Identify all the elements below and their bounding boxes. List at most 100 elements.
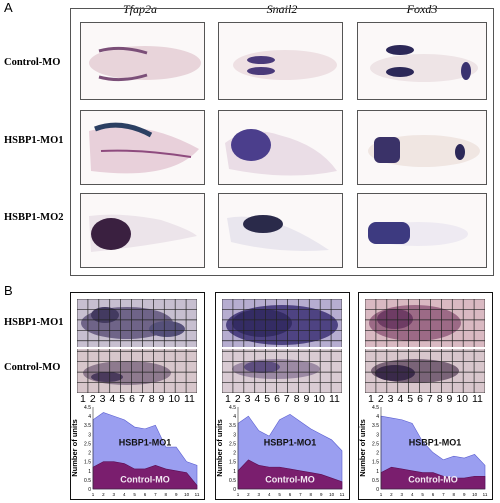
gene-label-tfap2a: Tfap2a [122, 2, 157, 16]
x-tick-label: 10 [472, 492, 478, 497]
column-number: 11 [183, 393, 195, 405]
panel-a-frame [70, 8, 494, 276]
x-tick-label: 5 [421, 492, 424, 497]
y-tick-label: 2 [233, 451, 236, 457]
series-label-control-mo: Control-MO [120, 475, 170, 485]
y-tick-label: 2 [376, 451, 379, 457]
column-number: 3 [99, 393, 106, 405]
y-tick-label: 0 [376, 487, 379, 493]
column-number: 4 [397, 393, 404, 405]
x-tick-label: 3 [401, 492, 404, 497]
x-tick-label: 1 [237, 492, 240, 497]
x-tick-label: 6 [144, 492, 147, 497]
x-tick-label: 8 [453, 492, 456, 497]
y-tick-label: 4.5 [372, 405, 379, 411]
row-label-control-mo: Control-MO [4, 57, 61, 68]
y-tick-label: 2 [88, 451, 91, 457]
column-numbers-foxd3: 1 2 3 4 5 6 7 8 9 10 11 [368, 393, 483, 405]
column-number: 7 [426, 393, 433, 405]
y-tick-label: 2.5 [229, 441, 236, 447]
x-tick-label: 7 [442, 492, 445, 497]
x-tick-label: 3 [113, 492, 116, 497]
x-tick-label: 2 [390, 492, 393, 497]
x-tick-label: 4 [123, 492, 126, 497]
column-number: 10 [313, 393, 325, 405]
column-number: 2 [377, 393, 384, 405]
series-label-control-mo: Control-MO [408, 475, 458, 485]
column-number: 3 [387, 393, 394, 405]
row-label-b-hsbp1-mo1: HSBP1-MO1 [4, 317, 64, 328]
y-tick-label: 4 [376, 414, 379, 420]
row-label-hsbp1-mo2: HSBP1-MO2 [4, 212, 64, 223]
grid-overlay-tfap2a [77, 299, 197, 393]
column-numbers-snail2: 1 2 3 4 5 6 7 8 9 10 11 [225, 393, 340, 405]
y-tick-label: 0 [88, 487, 91, 493]
y-axis-label: Number of units [216, 419, 224, 477]
column-number: 4 [254, 393, 261, 405]
column-number: 11 [471, 393, 483, 405]
column-number: 11 [328, 393, 340, 405]
y-tick-label: 3 [233, 432, 236, 438]
y-tick-label: 3 [88, 432, 91, 438]
grid-image-mo1-tfap2a [77, 299, 197, 347]
column-number: 10 [456, 393, 468, 405]
x-tick-label: 9 [175, 492, 178, 497]
panel-b-letter: B [4, 283, 13, 298]
y-tick-label: 1.5 [84, 460, 91, 466]
column-number: 5 [119, 393, 126, 405]
series-label-control-mo: Control-MO [265, 475, 315, 485]
column-number: 1 [368, 393, 374, 405]
x-tick-label: 5 [278, 492, 281, 497]
column-number: 9 [446, 393, 453, 405]
y-tick-label: 3.5 [229, 423, 236, 429]
column-number: 3 [244, 393, 251, 405]
x-tick-label: 4 [268, 492, 271, 497]
column-number: 8 [436, 393, 443, 405]
column-number: 2 [234, 393, 241, 405]
area-chart-foxd3: Number of units 0 0.5 1 1.5 2 2.5 3 3.5 4 4.5 1 2 3 4 5… [359, 405, 488, 497]
grid-overlay-snail2 [222, 299, 342, 393]
column-number: 10 [168, 393, 180, 405]
strip-separator [222, 347, 342, 349]
series-area-control-mo [237, 459, 343, 490]
y-tick-label: 2.5 [372, 441, 379, 447]
embryo-photo-mo1-snail2 [218, 110, 343, 185]
x-tick-label: 5 [133, 492, 136, 497]
y-tick-label: 4 [233, 414, 236, 420]
y-tick-label: 0.5 [372, 478, 379, 484]
column-number: 4 [109, 393, 116, 405]
x-tick-label: 9 [320, 492, 323, 497]
y-tick-label: 1.5 [229, 460, 236, 466]
column-number: 8 [148, 393, 155, 405]
embryo-photo-mo1-tfap2a [80, 110, 205, 185]
quantification-box-foxd3: 1 2 3 4 5 6 7 8 9 10 11 Number of units 0 0.5 1 1.5 2 2.… [358, 292, 493, 500]
column-number: 1 [225, 393, 231, 405]
column-number: 9 [158, 393, 165, 405]
x-tick-label: 3 [258, 492, 261, 497]
x-tick-label: 11 [195, 492, 200, 497]
y-tick-label: 1.5 [372, 460, 379, 466]
y-tick-label: 3.5 [372, 423, 379, 429]
y-tick-label: 0.5 [229, 478, 236, 484]
gene-label-foxd3: Foxd3 [406, 2, 438, 16]
x-tick-label: 2 [102, 492, 105, 497]
embryo-photo-mo2-snail2 [218, 193, 343, 268]
embryo-photo-mo2-tfap2a [80, 193, 205, 268]
area-chart-tfap2a: Number of units 0 0.5 1 1.5 2 2.5 3 3.5 4 4.5 1 2 3 4 5… [71, 405, 200, 497]
grid-image-control-foxd3 [365, 349, 485, 393]
column-number: 5 [264, 393, 271, 405]
column-number: 7 [283, 393, 290, 405]
column-number: 6 [129, 393, 135, 405]
y-axis-label: Number of units [71, 419, 79, 477]
series-area-control-mo [380, 466, 486, 490]
x-tick-label: 8 [165, 492, 168, 497]
y-tick-label: 0.5 [84, 478, 91, 484]
embryo-photo-mo2-foxd3 [357, 193, 487, 268]
column-number: 9 [303, 393, 310, 405]
x-tick-label: 9 [463, 492, 466, 497]
column-number: 6 [417, 393, 423, 405]
x-tick-label: 4 [411, 492, 414, 497]
column-number: 5 [407, 393, 414, 405]
x-tick-label: 7 [299, 492, 302, 497]
x-tick-label: 11 [483, 492, 488, 497]
